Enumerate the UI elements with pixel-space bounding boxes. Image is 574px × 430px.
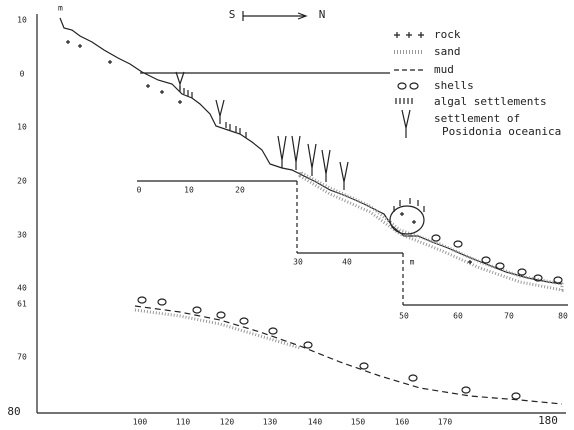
distance-labels: 100 110 120 130 140 150 160 170 180 — [133, 414, 558, 427]
legend-posidonia — [401, 109, 411, 138]
sand-layer — [134, 308, 301, 350]
rock-marks — [66, 40, 472, 264]
legend-algae — [395, 98, 413, 104]
depth-label: 0 — [20, 70, 25, 79]
distance-label: 180 — [538, 414, 558, 427]
scale-label: 70 — [504, 312, 514, 321]
scale-label: m — [410, 258, 415, 267]
legend-label: shells — [434, 79, 474, 92]
depth-label: 70 — [17, 353, 27, 362]
direction-from: S — [229, 8, 236, 21]
depth-label: 61 — [17, 300, 27, 309]
depth-label: 80 — [7, 405, 20, 418]
depth-label: 30 — [17, 231, 27, 240]
shells — [431, 234, 563, 284]
scale-labels: 0 10 20 30 40 m 50 60 70 80 — [137, 186, 568, 321]
legend-label: algal settlements — [434, 95, 547, 108]
posidonia — [175, 71, 349, 190]
distance-label: 100 — [133, 418, 148, 427]
depth-label: 40 — [17, 284, 27, 293]
algal-settlements — [179, 86, 425, 212]
sand-layer — [298, 169, 564, 292]
depth-label: 10 — [17, 123, 27, 132]
scale-label: 60 — [453, 312, 463, 321]
rock-block — [389, 205, 425, 235]
legend: rock sand mud shells algal settlements s… — [394, 28, 561, 138]
distance-label: 170 — [438, 418, 453, 427]
scale-label: 80 — [558, 312, 568, 321]
legend-shells — [397, 82, 419, 90]
distance-label: 150 — [351, 418, 366, 427]
shells — [137, 296, 521, 400]
scale-label: 10 — [184, 186, 194, 195]
direction-to: N — [319, 8, 326, 21]
distance-label: 140 — [308, 418, 323, 427]
lower-profile — [134, 305, 563, 405]
scale-label: 40 — [342, 258, 352, 267]
direction-arrow — [297, 12, 308, 20]
depth-labels: 10 0 10 20 30 40 61 70 80 — [7, 16, 27, 419]
distance-label: 120 — [220, 418, 235, 427]
legend-label: settlement of — [434, 112, 520, 125]
legend-label: Posidonia oceanica — [442, 125, 561, 138]
distance-label: 160 — [395, 418, 410, 427]
legend-label: sand — [434, 45, 461, 58]
scale-label: 0 — [137, 186, 142, 195]
legend-rock — [394, 32, 424, 38]
scale-label: 30 — [293, 258, 303, 267]
legend-label: mud — [434, 63, 454, 76]
depth-label: 20 — [17, 177, 27, 186]
scale-label: 50 — [399, 312, 409, 321]
seabed-profile — [59, 17, 563, 285]
unit-label: m — [58, 4, 63, 13]
depth-label: 10 — [17, 16, 27, 25]
scale-label: 20 — [235, 186, 245, 195]
distance-label: 110 — [176, 418, 191, 427]
distance-label: 130 — [263, 418, 278, 427]
legend-label: rock — [434, 28, 461, 41]
